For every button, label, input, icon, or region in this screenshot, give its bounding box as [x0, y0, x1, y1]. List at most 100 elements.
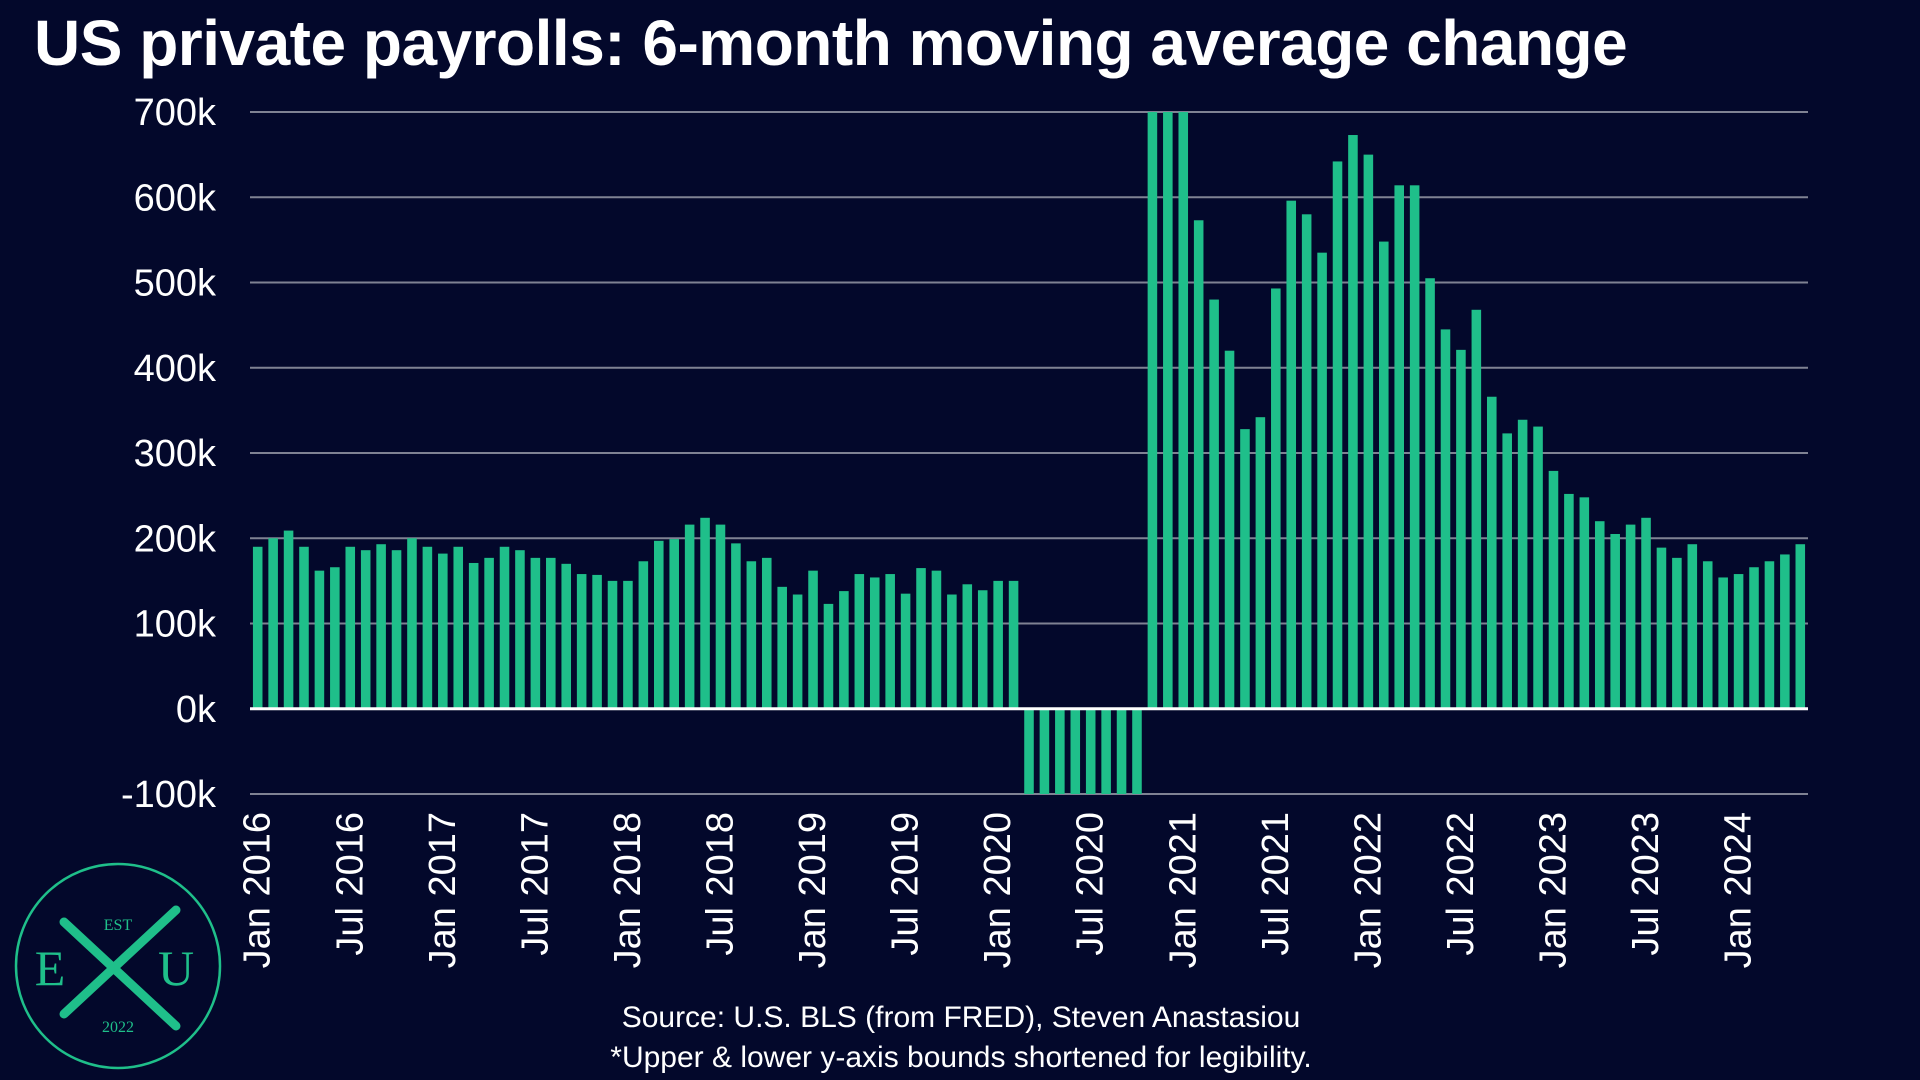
y-axis-ticks: 700k 600k 500k 400k 300k 200k 100k 0k -100k [121, 92, 217, 816]
y-tick-label: 400k [134, 348, 217, 390]
bar [1394, 185, 1404, 709]
x-tick-label: Jan 2021 [1162, 812, 1204, 968]
bar [407, 538, 417, 709]
bar [1224, 350, 1235, 709]
bar [1502, 433, 1512, 709]
bar [546, 557, 556, 709]
bar [746, 561, 757, 709]
bar [592, 574, 602, 709]
bar [422, 546, 433, 709]
bar [1147, 112, 1158, 709]
bar [1718, 577, 1728, 709]
bar [1116, 708, 1127, 794]
bars [252, 112, 1806, 794]
bar [1163, 112, 1173, 709]
bar [1271, 288, 1281, 709]
bar [885, 574, 895, 709]
bar [1641, 517, 1651, 709]
bar [1379, 241, 1389, 709]
bar [561, 563, 572, 709]
x-tick-label: Jan 2024 [1718, 812, 1760, 968]
x-tick-label: Jul 2018 [699, 812, 741, 956]
x-tick-label: Jul 2016 [329, 812, 371, 956]
bar [1780, 554, 1790, 709]
bar [1579, 497, 1590, 709]
bar [1594, 521, 1605, 709]
bar [391, 550, 402, 709]
bar [1363, 154, 1374, 709]
bar [1548, 470, 1559, 709]
bar [1672, 557, 1682, 709]
bar [1425, 278, 1435, 709]
bar [777, 586, 787, 709]
bar [654, 540, 664, 709]
bar [669, 539, 679, 709]
bar [268, 538, 278, 709]
x-tick-label: Jan 2016 [237, 812, 279, 968]
bar [839, 591, 849, 709]
bar [1132, 708, 1142, 794]
x-tick-label: Jan 2019 [792, 812, 834, 968]
bar [1024, 708, 1034, 794]
bar [731, 543, 741, 709]
bar [1255, 417, 1266, 709]
y-tick-label: -100k [121, 774, 217, 816]
bar [962, 584, 973, 709]
logo-cross-stroke [59, 917, 181, 1031]
bar [1317, 252, 1327, 709]
bar [947, 594, 957, 709]
bar [1348, 135, 1358, 709]
bar [1733, 574, 1744, 709]
footnote: *Upper & lower y-axis bounds shortened f… [610, 1041, 1312, 1074]
bar [1039, 708, 1050, 794]
bar [1070, 708, 1081, 794]
bar [1101, 708, 1111, 794]
bar [530, 557, 541, 709]
y-tick-label: 600k [134, 177, 217, 219]
bar [499, 546, 510, 709]
x-tick-label: Jul 2019 [885, 812, 927, 956]
x-tick-label: Jul 2020 [1070, 812, 1112, 956]
bar [345, 546, 356, 709]
y-tick-label: 700k [134, 92, 217, 134]
bar [607, 580, 618, 709]
bar [900, 593, 911, 709]
logo-year: 2022 [102, 1019, 134, 1036]
logo-letter-e: E [35, 940, 66, 996]
bar [1332, 161, 1343, 709]
bar [283, 530, 294, 709]
bar [1209, 299, 1219, 709]
bar [1193, 220, 1204, 709]
bar [1610, 533, 1620, 709]
x-tick-label: Jan 2020 [977, 812, 1019, 968]
bar [1517, 419, 1528, 709]
y-tick-label: 0k [176, 689, 217, 731]
bar [1178, 112, 1189, 709]
gridlines [250, 111, 1808, 795]
bar [1486, 396, 1497, 709]
source-note: Source: U.S. BLS (from FRED), Steven Ana… [621, 1001, 1301, 1034]
x-tick-label: Jan 2017 [422, 812, 464, 968]
bar [977, 590, 988, 709]
bar [1008, 580, 1019, 709]
bar [453, 546, 464, 709]
bar [761, 557, 772, 709]
bar [1702, 561, 1713, 709]
bar [1456, 349, 1466, 709]
chart-title: US private payrolls: 6-month moving aver… [34, 7, 1628, 79]
bar [684, 524, 695, 709]
bar [1749, 567, 1759, 709]
x-tick-label: Jul 2017 [514, 812, 556, 956]
bar [931, 570, 942, 709]
x-tick-label: Jan 2022 [1347, 812, 1389, 968]
bar [314, 570, 325, 709]
bar [993, 580, 1003, 709]
bar [299, 546, 309, 709]
bar [1471, 309, 1482, 709]
y-tick-label: 300k [134, 433, 217, 475]
x-tick-label: Jan 2023 [1532, 812, 1574, 968]
bar [1240, 429, 1250, 709]
logo-ring [14, 862, 222, 1070]
bar [1085, 708, 1096, 794]
bar [792, 594, 803, 709]
